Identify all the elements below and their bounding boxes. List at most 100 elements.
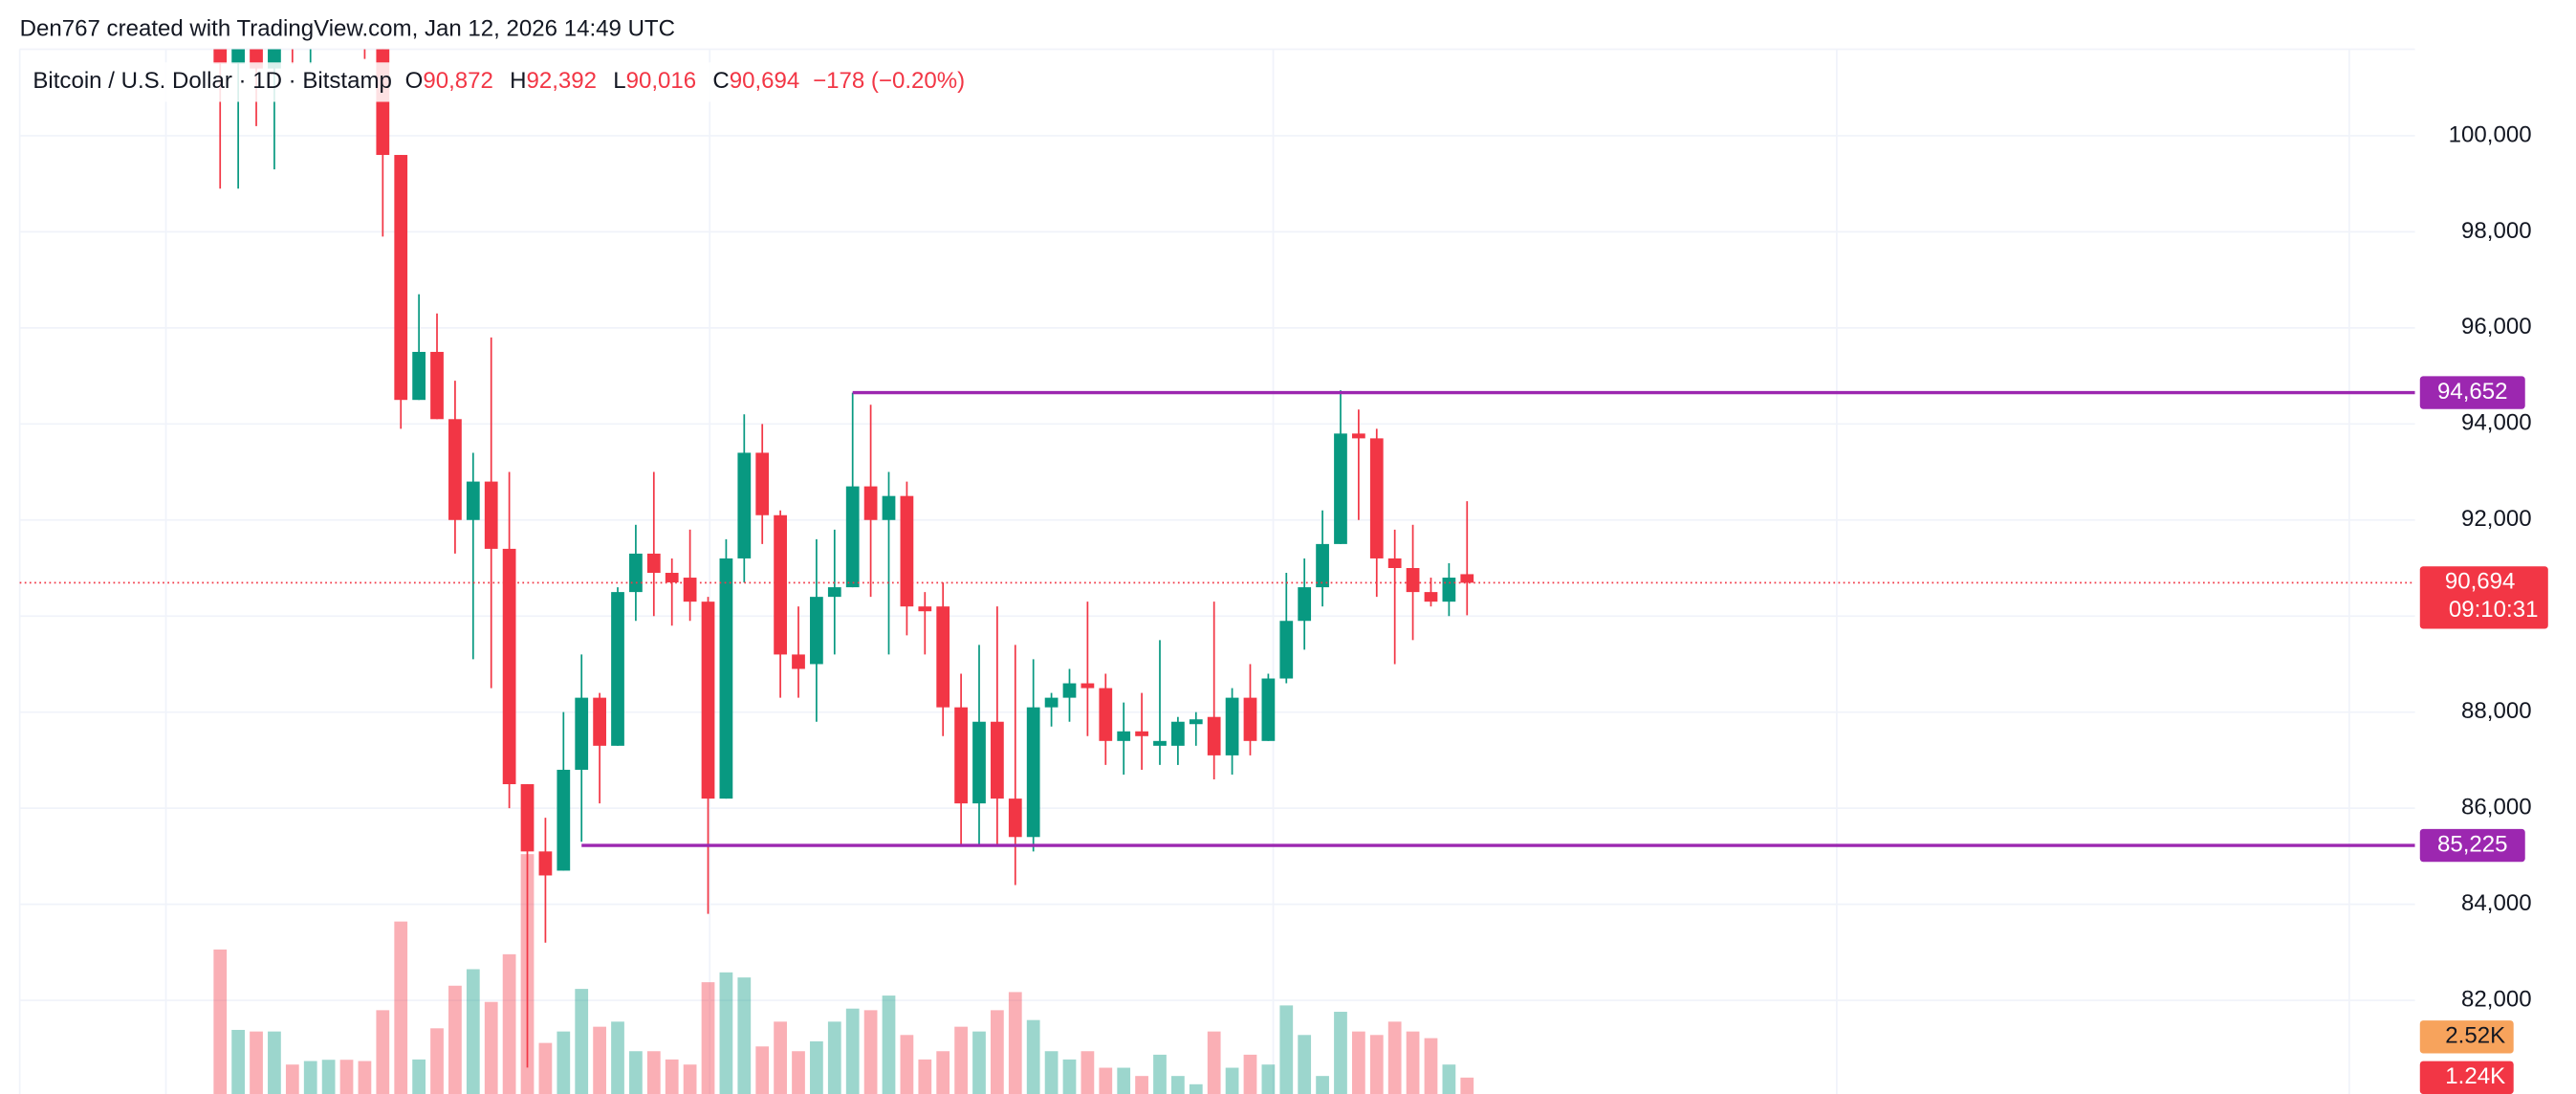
- volume-bar: [231, 1029, 245, 1094]
- volume-bar: [376, 1010, 390, 1094]
- candle-body: [1243, 697, 1257, 741]
- y-tick-label: 92,000: [2461, 506, 2532, 532]
- volume-bar: [719, 972, 733, 1094]
- volume-bar: [394, 921, 408, 1094]
- candle-body: [1460, 574, 1474, 583]
- candle-body: [629, 553, 643, 593]
- candle-body: [918, 606, 932, 612]
- candle-body: [810, 597, 823, 665]
- volume-bar: [1243, 1054, 1257, 1094]
- candle-body: [1081, 683, 1095, 689]
- volume-bar: [1026, 1019, 1040, 1094]
- last-price-label: 90,694: [2445, 569, 2516, 595]
- legend-key: L: [613, 68, 625, 94]
- volume-bar: [1189, 1083, 1203, 1094]
- volume-bar: [1207, 1031, 1221, 1094]
- volume-bar: [1081, 1051, 1095, 1094]
- volume-bar: [1460, 1077, 1474, 1094]
- volume-bar: [502, 953, 516, 1094]
- volume-bar: [1369, 1035, 1384, 1094]
- volume-bar: [1279, 1005, 1294, 1094]
- candle-body: [1387, 558, 1402, 568]
- volume-bar: [1135, 1076, 1148, 1094]
- y-tick-label: 84,000: [2461, 890, 2532, 916]
- time-grid: [18, 48, 2415, 1094]
- volume-bar: [1261, 1064, 1276, 1094]
- level-label: 94,652: [2437, 379, 2508, 405]
- candle-body: [882, 495, 896, 520]
- volume-bar: [1298, 1035, 1312, 1094]
- candle-body: [792, 654, 805, 669]
- legend-key: C: [712, 68, 729, 94]
- candle-body: [1026, 707, 1040, 838]
- volume-bar: [339, 1060, 354, 1094]
- y-tick-label: 88,000: [2461, 698, 2532, 724]
- volume-last-tag: [2419, 1061, 2514, 1094]
- volume-bar: [701, 982, 715, 1094]
- candle-body: [1099, 688, 1113, 741]
- candle-body: [719, 558, 733, 799]
- volume-bar: [593, 1026, 606, 1094]
- candle-body: [1406, 567, 1420, 593]
- volume-bar: [1008, 992, 1022, 1094]
- volume-bar: [250, 1031, 263, 1094]
- candle-body: [593, 697, 606, 746]
- volume-bar: [755, 1046, 770, 1094]
- volume-bar: [557, 1031, 571, 1094]
- volume-bar: [936, 1051, 950, 1094]
- legend-key: O: [405, 68, 424, 94]
- volume-bar: [827, 1021, 841, 1094]
- candle-body: [1207, 716, 1221, 755]
- candle-body: [484, 481, 498, 549]
- legend-value: 90,016: [626, 68, 697, 94]
- candle-body: [900, 495, 914, 607]
- candle-body: [1008, 799, 1022, 838]
- y-tick-label: 94,000: [2461, 410, 2532, 436]
- candle-body: [358, 49, 372, 50]
- candle-body: [683, 578, 697, 602]
- candle-body: [755, 452, 770, 515]
- candle-body: [520, 784, 535, 852]
- volume-bar: [774, 1021, 787, 1094]
- candle-body: [774, 514, 787, 655]
- candle-body: [430, 351, 444, 420]
- volume-bar: [575, 989, 589, 1094]
- volume-bar: [665, 1059, 679, 1094]
- candle-body: [1044, 697, 1059, 708]
- candle-body: [1225, 697, 1239, 755]
- volume-bar: [213, 949, 228, 1094]
- volume-bar: [303, 1061, 317, 1094]
- plot-area: [213, 49, 2415, 1094]
- y-tick-label: 82,000: [2461, 986, 2532, 1012]
- legend: Bitcoin / U.S. Dollar · 1D · Bitstamp O90…: [33, 68, 965, 94]
- volume-bar: [1062, 1059, 1077, 1094]
- volume-bar: [629, 1051, 643, 1094]
- candle-body: [575, 697, 589, 770]
- volume-bar: [954, 1026, 968, 1094]
- candle-body: [827, 587, 841, 598]
- volume-bar: [737, 977, 752, 1094]
- volume-bar: [1225, 1067, 1239, 1094]
- candle-body: [936, 606, 950, 708]
- level-tag: [2419, 376, 2525, 409]
- attribution: Den767 created with TradingView.com, Jan…: [20, 15, 675, 41]
- volume-bar: [611, 1021, 624, 1094]
- y-tick-label: 98,000: [2461, 218, 2532, 244]
- candle-body: [394, 155, 408, 401]
- volume-bar: [358, 1061, 372, 1094]
- volume-bar: [448, 985, 462, 1094]
- volume-bar: [1424, 1038, 1438, 1094]
- volume-bar: [1387, 1021, 1402, 1094]
- volume-ma-label: 2.52K: [2445, 1023, 2505, 1049]
- volume-bar: [268, 1031, 281, 1094]
- candle-body: [1135, 731, 1148, 736]
- level-label: 85,225: [2437, 831, 2508, 857]
- volume-bar: [1334, 1012, 1347, 1094]
- volume-last-label: 1.24K: [2445, 1063, 2505, 1089]
- candle-body: [991, 721, 1004, 799]
- candle-body: [1424, 592, 1438, 602]
- volume-bar: [882, 996, 896, 1094]
- last-price-tag: [2419, 566, 2548, 629]
